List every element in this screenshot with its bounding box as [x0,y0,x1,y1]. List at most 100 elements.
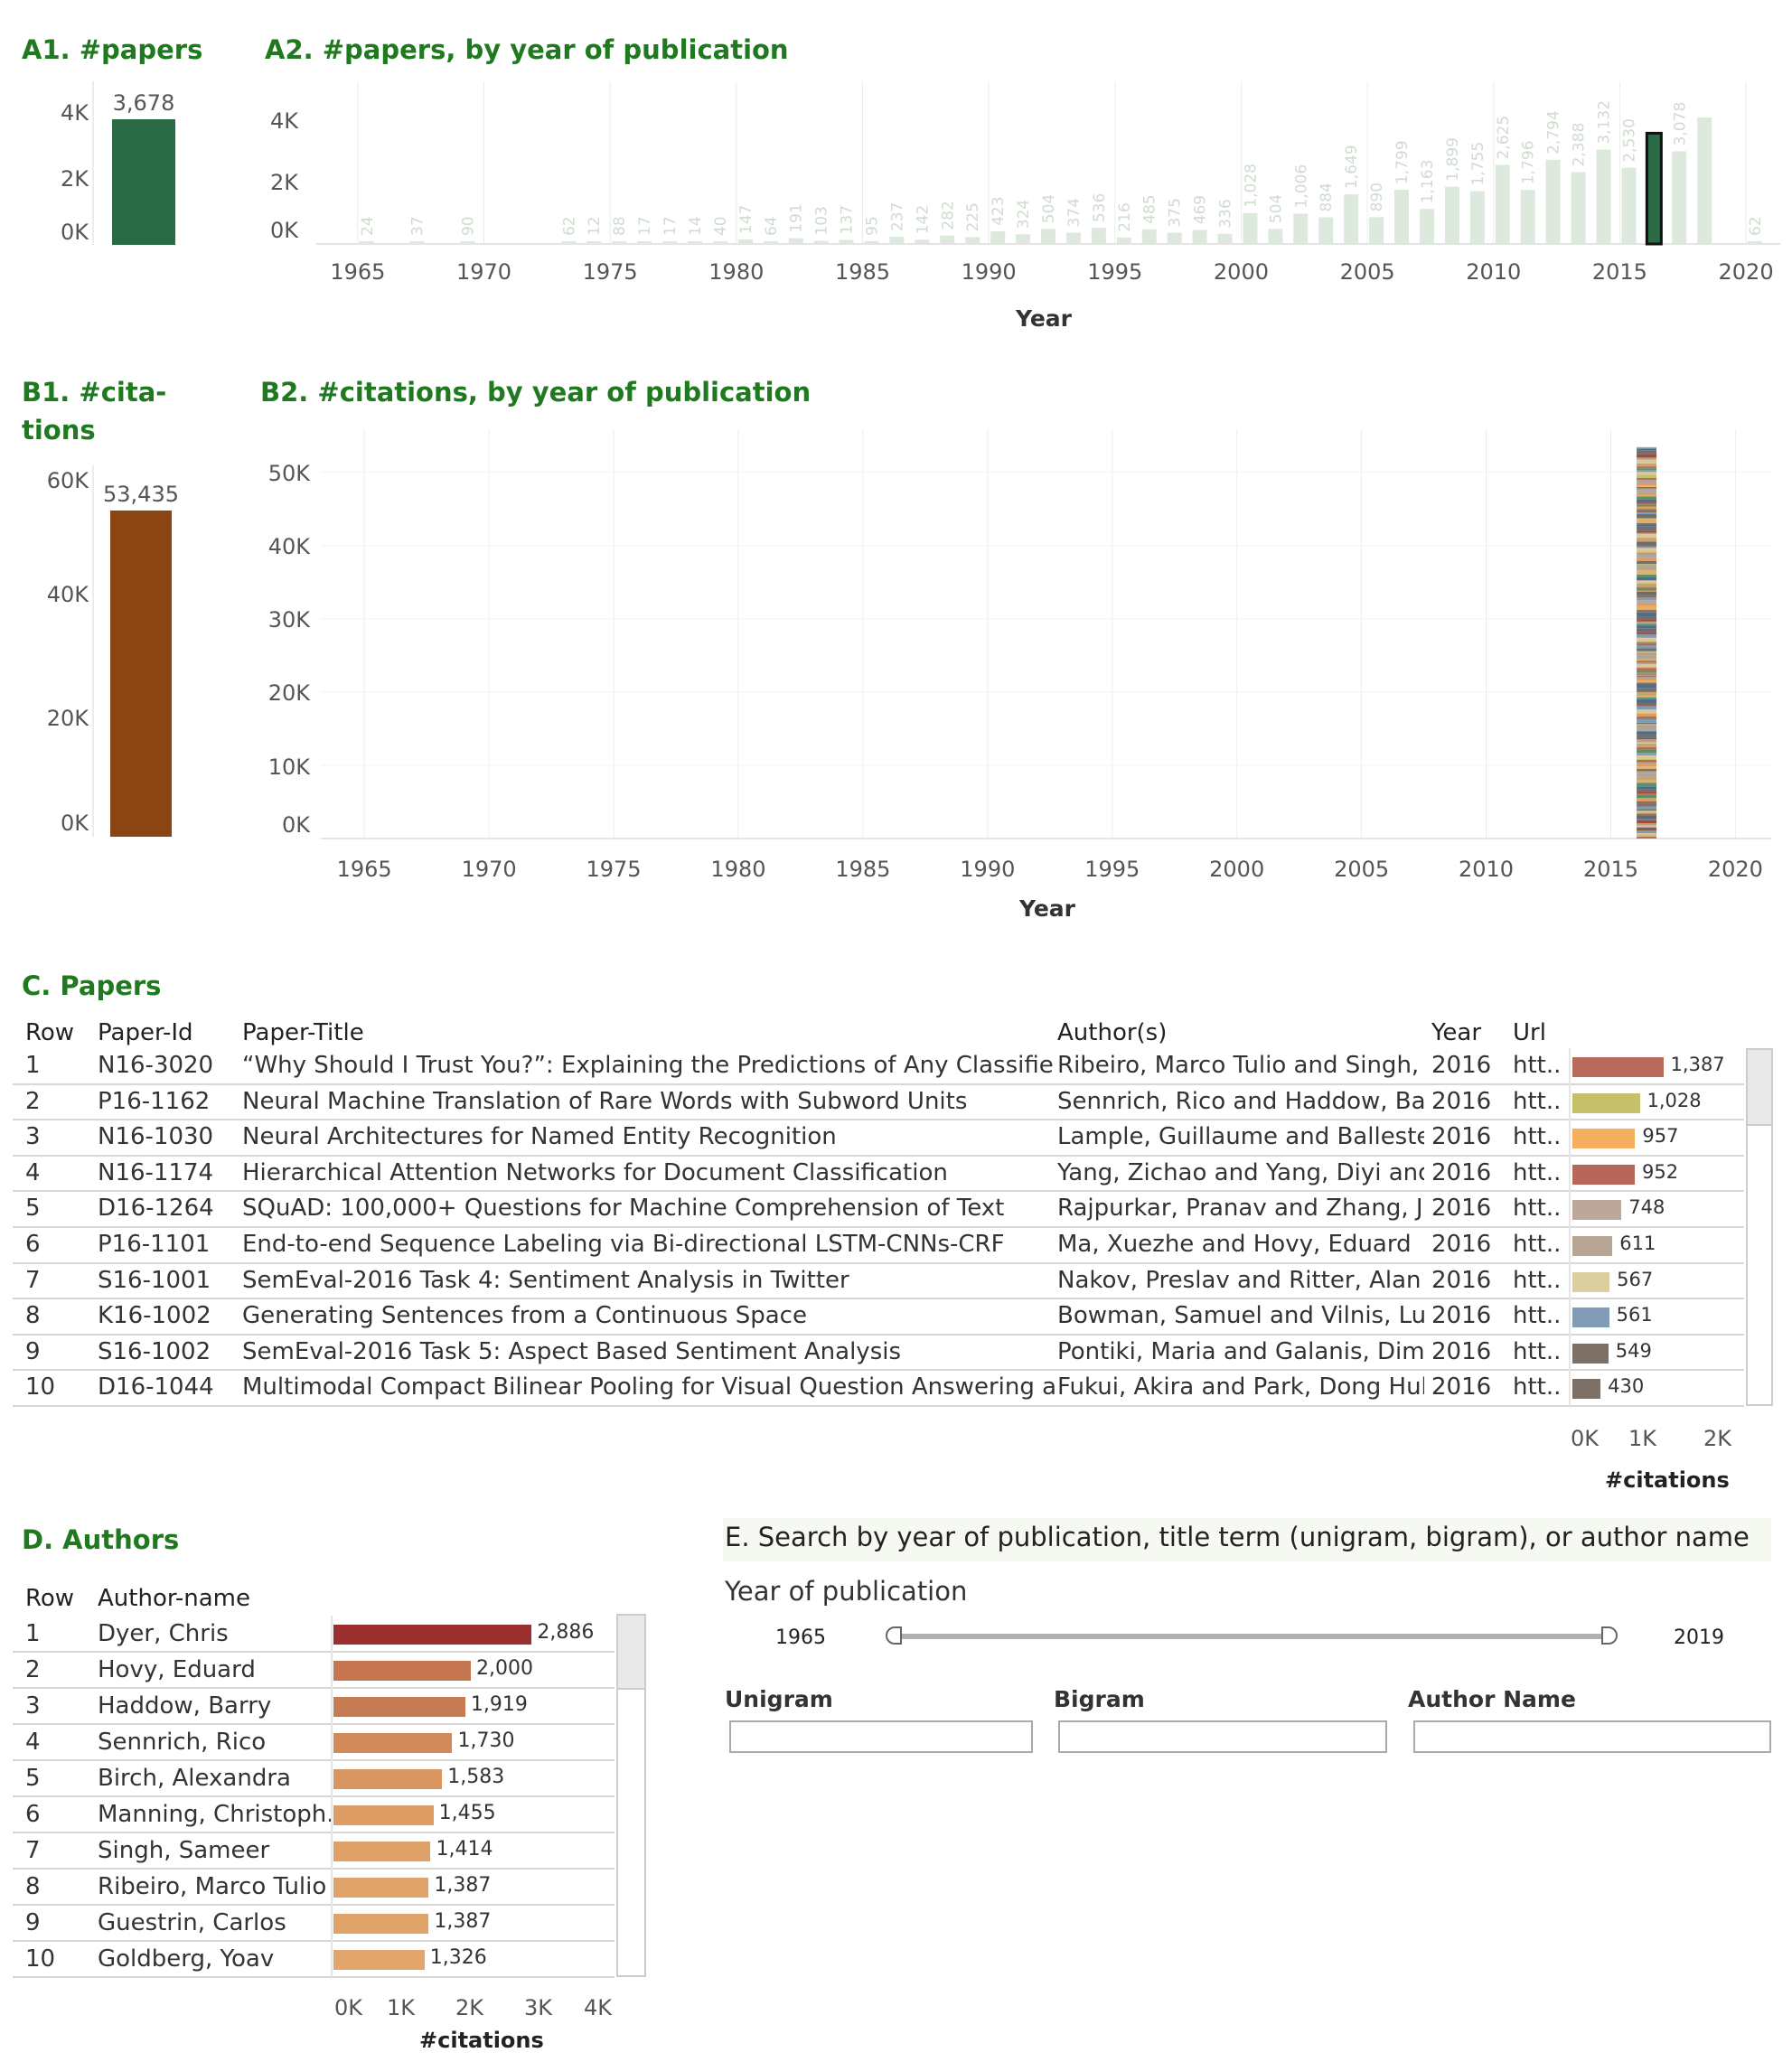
a2-bar-1998[interactable] [1192,230,1207,244]
papers-scrollbar-thumb[interactable] [1748,1050,1771,1126]
b2-bar-segment[interactable] [1637,802,1657,807]
b2-bar-segment[interactable] [1637,597,1657,601]
a2-bar-1973[interactable] [561,241,577,244]
a2-bar-2004[interactable] [1344,194,1359,244]
a2-bar-1993[interactable] [1065,232,1081,244]
papers-header-title[interactable]: Paper-Title [242,1019,364,1046]
a2-bar-2015[interactable] [1621,167,1637,244]
paper-url[interactable]: htt.. [1513,1302,1562,1330]
b2-bar-segment[interactable] [1637,478,1657,480]
b2-bar-segment[interactable] [1637,643,1657,646]
b2-bar-segment[interactable] [1637,727,1657,732]
b2-bar-segment[interactable] [1637,828,1657,829]
a2-bar-1990[interactable] [990,230,1006,244]
b2-bar-segment[interactable] [1637,538,1657,542]
b2-bar-segment[interactable] [1637,829,1657,831]
b2-bar-segment[interactable] [1637,591,1657,595]
b2-bar-segment[interactable] [1637,576,1657,581]
b2-bar-segment[interactable] [1637,794,1657,799]
papers-table-row[interactable]: 3 N16-1030 Neural Architectures for Named … [13,1120,1744,1157]
a2-bar-1975[interactable] [612,241,627,244]
author-citation-bar[interactable] [333,1950,425,1970]
b2-bar-segment[interactable] [1637,677,1657,680]
b2-bar-segment[interactable] [1637,566,1657,570]
b2-bar-segment[interactable] [1637,789,1657,792]
b2-bar-segment[interactable] [1637,546,1657,548]
b2-bar-segment[interactable] [1637,691,1657,697]
b2-bar-segment[interactable] [1637,518,1657,520]
b2-bar-segment[interactable] [1637,532,1657,534]
b2-bar-segment[interactable] [1637,569,1657,571]
b2-bar-segment[interactable] [1637,486,1657,489]
b2-bar-segment[interactable] [1637,545,1657,547]
author-citation-bar[interactable] [333,1697,465,1717]
b2-bar-segment[interactable] [1637,709,1657,714]
unigram-input[interactable] [729,1720,1033,1753]
b2-bar-segment[interactable] [1637,706,1657,710]
b2-bar-segment[interactable] [1637,513,1657,519]
b2-bar-segment[interactable] [1637,682,1657,685]
paper-url[interactable]: htt.. [1513,1052,1562,1079]
b2-bar-segment[interactable] [1637,519,1657,523]
b2-bar-segment[interactable] [1637,713,1657,717]
b2-bar-segment[interactable] [1637,763,1657,767]
b2-bar-segment[interactable] [1637,780,1657,783]
a2-bar-2005[interactable] [1369,217,1384,244]
authors-scrollbar[interactable] [616,1614,646,1977]
b2-bar-segment[interactable] [1637,645,1657,649]
author-citation-bar[interactable] [333,1733,453,1753]
b2-bar-segment[interactable] [1637,570,1657,575]
papers-table-row[interactable]: 2 P16-1162 Neural Machine Translation of R… [13,1084,1744,1121]
b2-bar-segment[interactable] [1637,496,1657,500]
b2-bar-segment[interactable] [1637,454,1657,458]
paper-url[interactable]: htt.. [1513,1231,1562,1258]
b2-bar-segment[interactable] [1637,696,1657,698]
papers-table-row[interactable]: 9 S16-1002 SemEval-2016 Task 5: Aspect Bas… [13,1335,1744,1372]
a2-bar-2002[interactable] [1293,213,1309,244]
b2-bar-segment[interactable] [1637,468,1657,471]
b2-bar-segment[interactable] [1637,766,1657,769]
b2-bar-segment[interactable] [1637,739,1657,743]
a2-bar-1999[interactable] [1217,233,1233,244]
a2-bar-1996[interactable] [1141,229,1157,244]
b2-bar-segment[interactable] [1637,811,1657,814]
b2-bar-segment[interactable] [1637,564,1657,567]
author-citation-bar[interactable] [333,1878,429,1898]
b2-bar-segment[interactable] [1637,632,1657,634]
b2-bar-segment[interactable] [1637,530,1657,533]
papers-table-row[interactable]: 4 N16-1174 Hierarchical Attention Networks… [13,1156,1744,1193]
b2-bar-segment[interactable] [1637,815,1657,820]
b2-bar-segment[interactable] [1637,640,1657,642]
b2-bar-segment[interactable] [1637,459,1657,464]
year-slider-min-handle[interactable] [886,1626,902,1645]
a2-bar-1985[interactable] [864,240,879,244]
b2-bar-segment[interactable] [1637,574,1657,577]
b2-bar-segment[interactable] [1637,564,1657,566]
b2-bar-segment[interactable] [1637,786,1657,790]
authors-table-row[interactable]: 10 Goldberg, Yoav [13,1941,615,1978]
paper-url[interactable]: htt.. [1513,1123,1562,1151]
b2-bar-segment[interactable] [1637,512,1657,514]
author-citation-bar[interactable] [333,1914,429,1934]
b2-bar-segment[interactable] [1637,510,1657,513]
paper-citation-bar[interactable] [1572,1379,1601,1400]
b2-bar-segment[interactable] [1637,684,1657,689]
b2-bar-segment[interactable] [1637,762,1657,764]
a2-bar-1976[interactable] [637,241,652,244]
b2-bar-segment[interactable] [1637,605,1657,611]
b2-bar-segment[interactable] [1637,718,1657,723]
a2-bar-1980[interactable] [737,239,753,244]
b2-bar-segment[interactable] [1637,697,1657,699]
b2-bar-segment[interactable] [1637,595,1657,598]
authors-table-row[interactable]: 8 Ribeiro, Marco Tulio [13,1869,615,1906]
b2-bar-segment[interactable] [1637,633,1657,638]
author-citation-bar[interactable] [333,1842,431,1861]
b2-bar-segment[interactable] [1637,798,1657,801]
b2-bar-segment[interactable] [1637,670,1657,673]
b2-bar-segment[interactable] [1637,652,1657,656]
b2-bar-segment[interactable] [1637,837,1657,839]
paper-url[interactable]: htt.. [1513,1195,1562,1223]
b2-bar-segment[interactable] [1637,664,1657,668]
authors-table-row[interactable]: 1 Dyer, Chris [13,1616,615,1653]
b2-bar-segment[interactable] [1637,583,1657,587]
